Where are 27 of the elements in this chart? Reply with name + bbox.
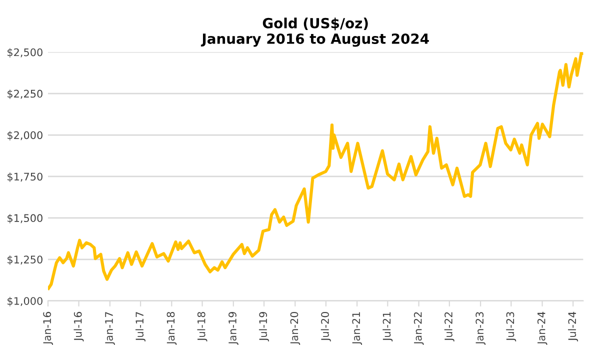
- x-tick-label: Jul-19: [258, 312, 269, 342]
- x-tick-label: Jan-21: [352, 312, 362, 345]
- y-tick-label: $1,750: [8, 172, 42, 182]
- y-tick-label: $2,250: [8, 90, 42, 100]
- y-tick-label: $1,000: [8, 296, 42, 306]
- x-tick-label: Jul-18: [197, 312, 208, 342]
- x-tick-label: Jul-21: [382, 312, 393, 342]
- x-tick-label: Jan-18: [166, 312, 177, 345]
- x-tick-label: Jan-19: [228, 312, 238, 345]
- y-tick-label: $2,500: [8, 48, 42, 58]
- y-tick-label: $1,250: [8, 255, 42, 265]
- x-tick-label: Jan-20: [290, 312, 300, 345]
- x-tick-label: Jul-22: [444, 312, 454, 342]
- x-tick-label: Jan-24: [537, 312, 548, 345]
- chart-title: Gold (US$/oz) January 2016 to August 2024: [200, 18, 429, 47]
- x-tick-label: Jan-17: [105, 312, 115, 345]
- x-tick-label: Jul-20: [320, 312, 331, 342]
- y-tick-label: $2,000: [8, 131, 42, 140]
- x-tick-label: Jul-17: [135, 312, 146, 342]
- x-tick-label: Jan-22: [414, 312, 424, 345]
- y-tick-label: $1,500: [8, 214, 42, 224]
- x-tick-label: Jul-16: [74, 312, 84, 342]
- x-tick-label: Jan-23: [476, 312, 486, 345]
- x-tick-label: Jan-16: [43, 312, 53, 345]
- x-tick-label: Jul-23: [506, 312, 516, 342]
- x-tick-label: Jul-24: [568, 312, 578, 342]
- line-series: [48, 52, 584, 290]
